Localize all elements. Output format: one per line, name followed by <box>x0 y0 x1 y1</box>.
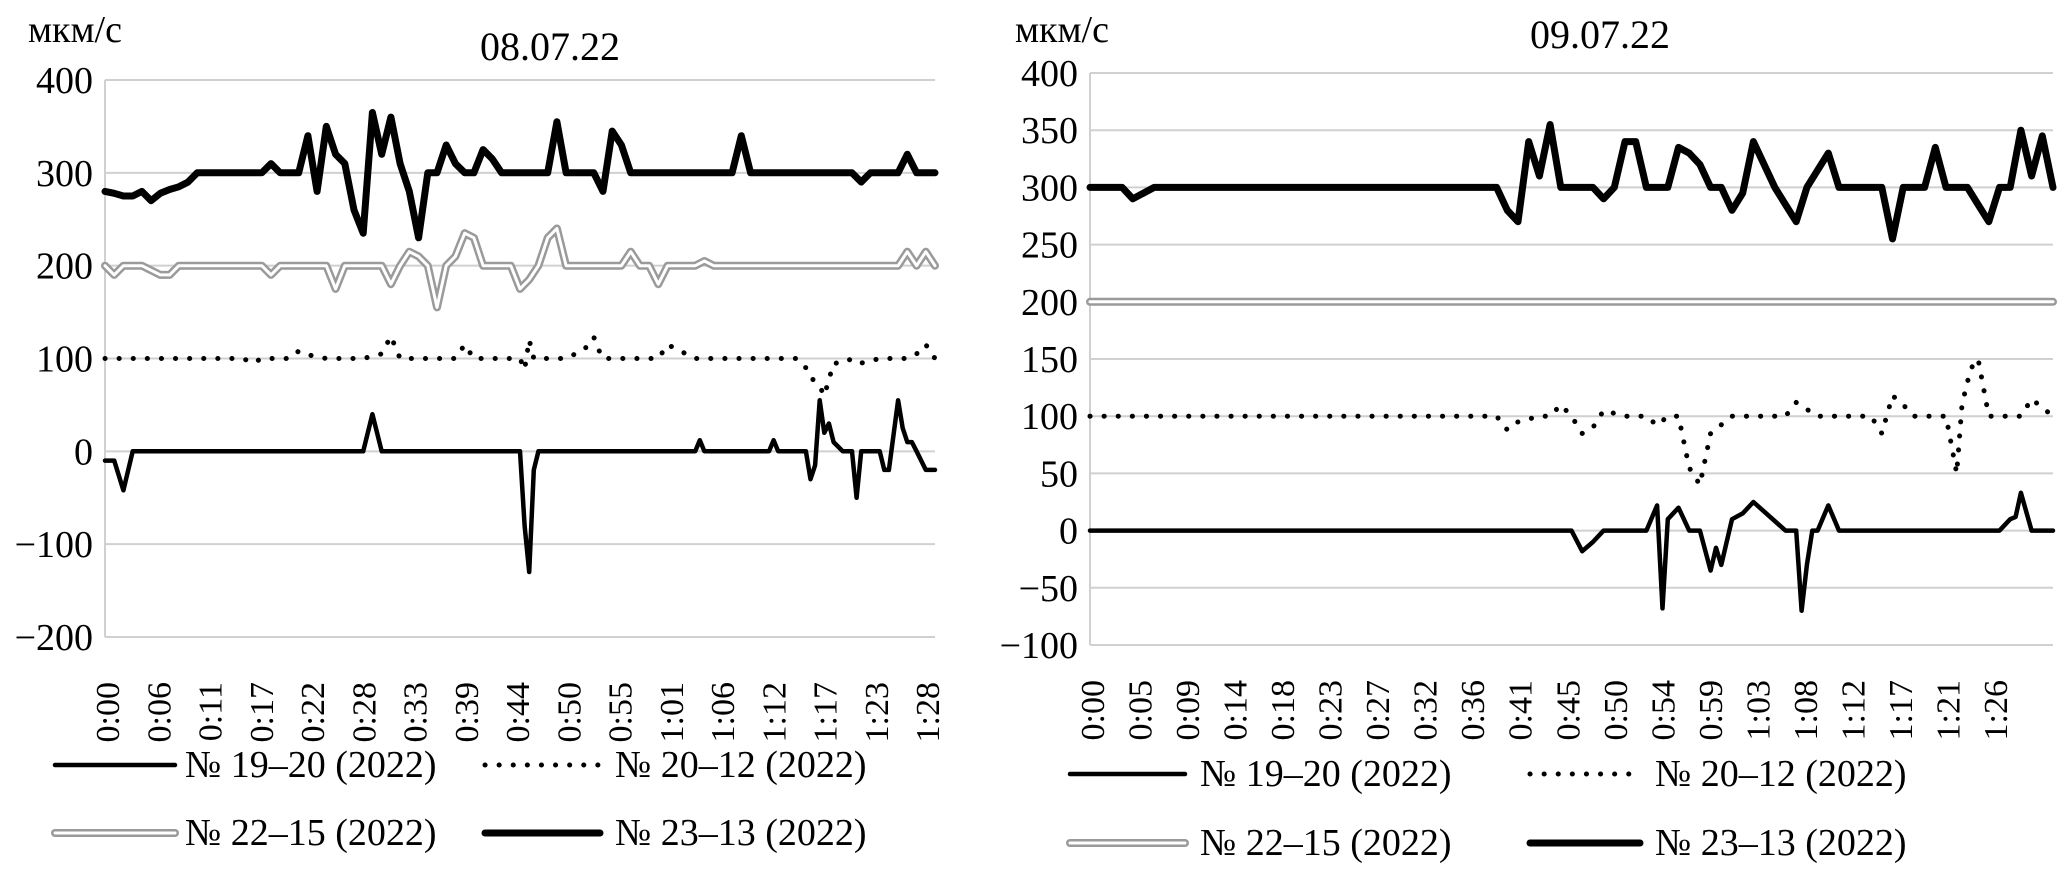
x-tick-label: 0:05 <box>1123 680 1160 740</box>
x-tick-label: 0:28 <box>346 682 383 742</box>
legend-label: № 22–15 (2022) <box>1200 822 1452 864</box>
y-tick-label: 250 <box>1021 225 1078 267</box>
legend-entry-3: № 22–15 (2022) <box>51 812 437 854</box>
x-tick-label: 1:23 <box>859 682 896 742</box>
x-tick-label: 0:36 <box>1455 680 1492 740</box>
x-tick-label: 1:01 <box>654 682 691 742</box>
legend-entry-3: № 22–15 (2022) <box>1066 822 1452 864</box>
x-tick-label: 0:33 <box>398 682 435 742</box>
chart-title: 09.07.22 <box>1530 12 1670 57</box>
chart-title: 08.07.22 <box>480 24 620 69</box>
x-tick-label: 1:12 <box>1835 680 1872 740</box>
legend-entry-4: № 23–13 (2022) <box>481 812 867 854</box>
x-tick-label: 0:41 <box>1503 680 1540 740</box>
x-tick-label: 0:11 <box>193 682 230 741</box>
y-tick-label: 400 <box>1021 53 1078 95</box>
legend-label: № 20–12 (2022) <box>615 744 867 786</box>
chart-08-07-22: мкм/с 08.07.22 400 300 200 100 0 −100 −200 0:00 0:… <box>0 0 1000 879</box>
series-line-3 <box>101 224 939 312</box>
series-2 <box>1087 356 2056 488</box>
series-line-3-inner <box>103 227 937 309</box>
x-tick-label: 0:00 <box>1075 680 1112 740</box>
x-tick-label: 1:03 <box>1740 680 1777 740</box>
x-tick-label: 1:26 <box>1978 680 2015 740</box>
chart-09-07-22-svg: мкм/с 09.07.22 400 350 300 250 200 150 100 50 0 −50… <box>1000 9 2057 864</box>
legend-label: № 19–20 (2022) <box>185 744 437 786</box>
y-tick-label: 200 <box>1021 282 1078 324</box>
y-tick-label: 0 <box>1059 511 1078 553</box>
y-tick-label: −100 <box>1000 625 1078 667</box>
series-line-4 <box>101 109 939 242</box>
x-tick-label: 0:54 <box>1645 680 1682 740</box>
series-line-1 <box>102 398 938 575</box>
legend-label: № 23–13 (2022) <box>615 812 867 854</box>
y-tick-label: 300 <box>36 153 93 195</box>
x-tick-label: 0:32 <box>1408 680 1445 740</box>
x-tick-label: 0:59 <box>1693 680 1730 740</box>
chart-09-07-22: мкм/с 09.07.22 400 350 300 250 200 150 100 50 0 −50… <box>1000 0 2067 879</box>
y-tick-label: 150 <box>1021 339 1078 381</box>
legend-entry-1: № 19–20 (2022) <box>1067 753 1452 795</box>
x-tick-label: 0:55 <box>603 682 640 742</box>
x-tick-label: 0:27 <box>1360 680 1397 740</box>
y-tick-label: −50 <box>1019 568 1078 610</box>
x-tick-label: 0:14 <box>1218 680 1255 740</box>
x-tick-label: 1:21 <box>1930 680 1967 740</box>
y-tick-label: 400 <box>36 60 93 102</box>
x-tick-label: 1:17 <box>1883 680 1920 740</box>
series-line-2 <box>1087 356 2056 488</box>
x-tick-label: 0:50 <box>551 682 588 742</box>
legend-label: № 19–20 (2022) <box>1200 753 1452 795</box>
y-tick-label: −200 <box>15 617 93 659</box>
x-tick-label: 1:12 <box>756 682 793 742</box>
legend-label: № 23–13 (2022) <box>1655 822 1907 864</box>
chart-08-07-22-svg: мкм/с 08.07.22 400 300 200 100 0 −100 −200 0:00 0:… <box>15 9 947 854</box>
y-tick-label: 300 <box>1021 167 1078 209</box>
x-tick-label: 1:17 <box>808 682 845 742</box>
x-tick-label: 0:22 <box>295 682 332 742</box>
legend-entry-2: № 20–12 (2022) <box>482 744 867 786</box>
series-2 <box>102 333 938 399</box>
legend-entry-4: № 23–13 (2022) <box>1526 822 1907 864</box>
y-tick-label: 100 <box>1021 396 1078 438</box>
y-tick-label: 200 <box>36 246 93 288</box>
x-tick-label: 0:44 <box>500 682 537 742</box>
legend-label: № 20–12 (2022) <box>1655 753 1907 795</box>
y-tick-label: 100 <box>36 339 93 381</box>
x-tick-label: 0:39 <box>449 682 486 742</box>
x-tick-label: 1:28 <box>910 682 947 742</box>
y-unit-label: мкм/с <box>28 9 122 51</box>
x-tick-label: 0:06 <box>141 682 178 742</box>
y-tick-label: −100 <box>15 524 93 566</box>
series-line-1 <box>1087 490 2056 613</box>
series-line-2 <box>102 333 938 399</box>
x-tick-label: 0:09 <box>1170 680 1207 740</box>
x-tick-label: 0:45 <box>1550 680 1587 740</box>
series-1 <box>1087 490 2056 613</box>
y-unit-label: мкм/с <box>1015 9 1109 51</box>
series-4 <box>1086 121 2057 243</box>
legend-entry-2: № 20–12 (2022) <box>1527 753 1907 795</box>
series-4 <box>101 109 939 242</box>
y-tick-label: 350 <box>1021 110 1078 152</box>
x-tick-label: 1:08 <box>1788 680 1825 740</box>
legend-entry-1: № 19–20 (2022) <box>52 744 437 786</box>
y-tick-label: 50 <box>1040 453 1078 495</box>
y-tick-label: 0 <box>74 431 93 473</box>
x-tick-label: 1:06 <box>705 682 742 742</box>
x-tick-label: 0:00 <box>90 682 127 742</box>
x-tick-label: 0:17 <box>244 682 281 742</box>
series-line-4 <box>1086 121 2057 243</box>
x-tick-label: 0:50 <box>1598 680 1635 740</box>
series-3 <box>101 224 939 312</box>
x-tick-label: 0:18 <box>1265 680 1302 740</box>
x-tick-label: 0:23 <box>1313 680 1350 740</box>
series-1 <box>102 398 938 575</box>
legend-label: № 22–15 (2022) <box>185 812 437 854</box>
